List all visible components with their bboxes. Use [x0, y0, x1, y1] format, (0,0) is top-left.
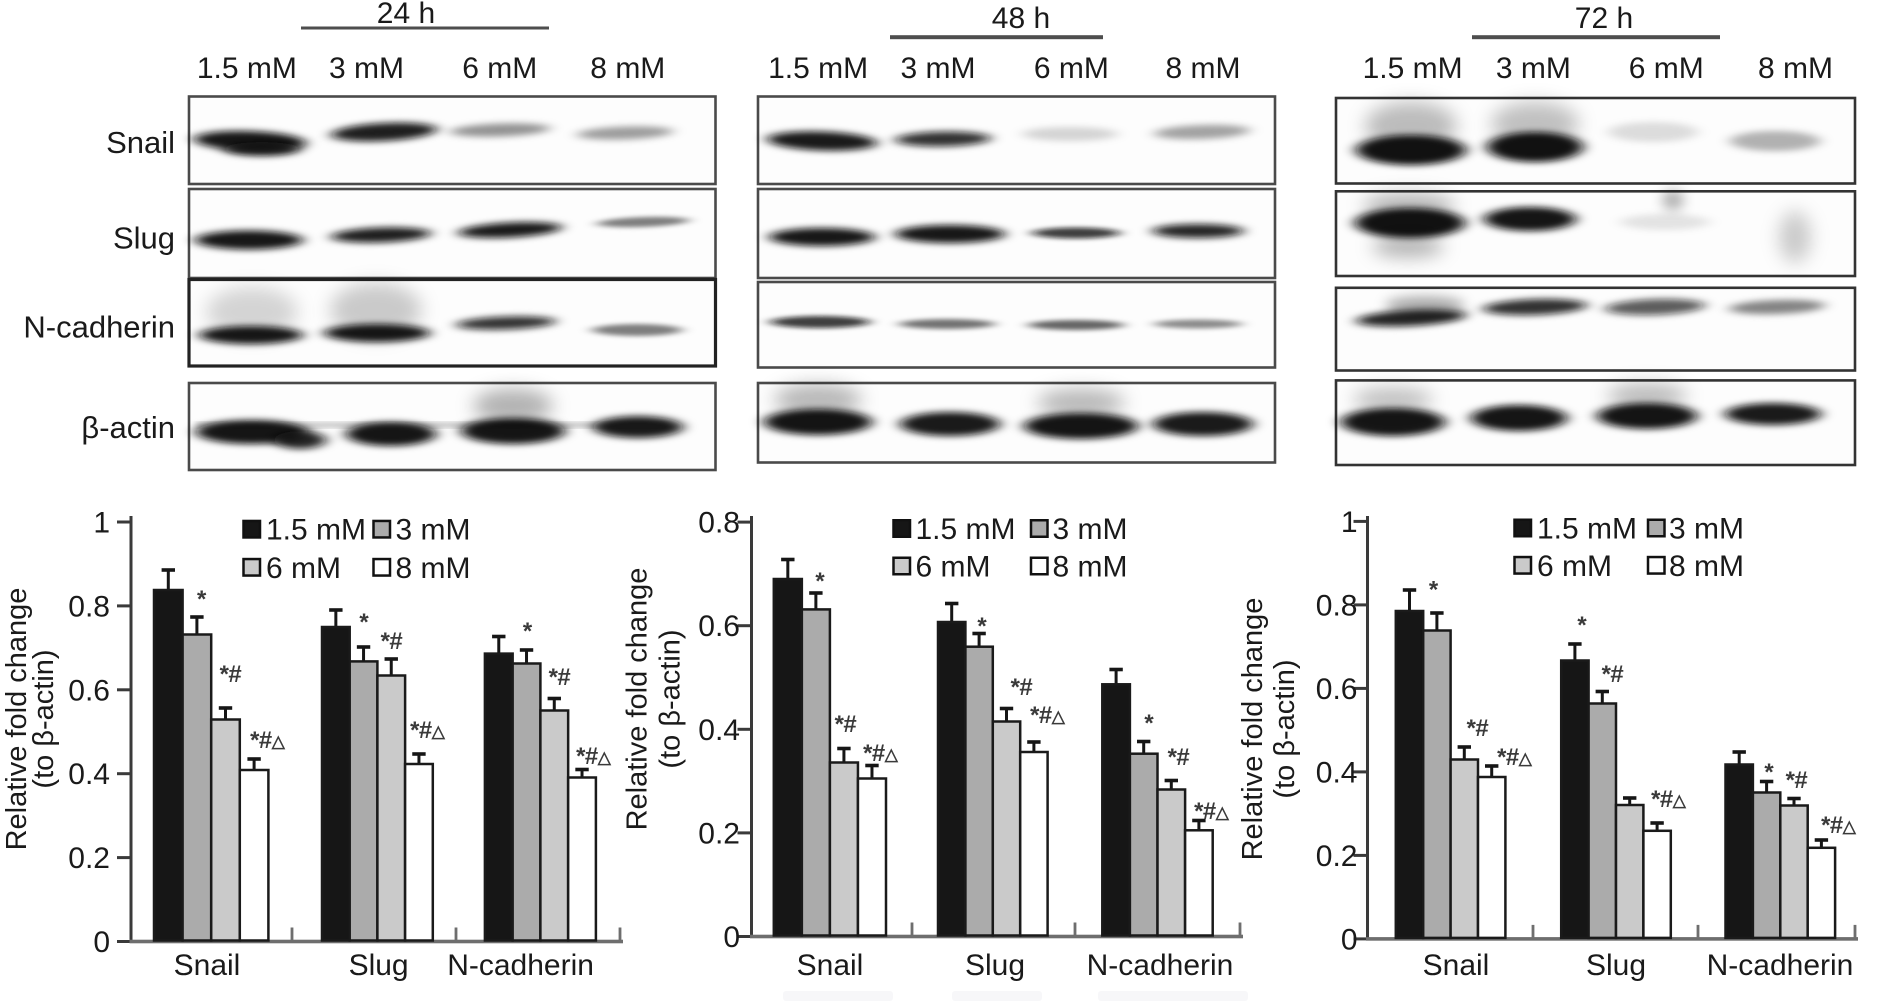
svg-text:8 mM: 8 mM	[1053, 551, 1128, 584]
svg-text:0.8: 0.8	[1316, 589, 1358, 622]
svg-text:*#: *#	[548, 664, 571, 691]
svg-text:0.6: 0.6	[698, 610, 740, 643]
svg-text:Snail: Snail	[106, 125, 175, 160]
svg-text:*: *	[1763, 759, 1774, 786]
svg-text:*: *	[1576, 612, 1587, 639]
svg-text:*#: *#	[1167, 744, 1190, 771]
svg-text:3 mM: 3 mM	[901, 52, 976, 85]
svg-text:(to β-actin): (to β-actin)	[655, 629, 687, 768]
svg-text:Slug: Slug	[349, 949, 409, 982]
svg-text:*: *	[522, 618, 533, 645]
svg-text:6 mM: 6 mM	[1629, 52, 1704, 85]
svg-text:*: *	[196, 586, 207, 613]
svg-text:8 mM: 8 mM	[1669, 550, 1744, 583]
svg-text:*#△: *#△	[249, 727, 286, 754]
svg-text:0.4: 0.4	[698, 714, 740, 747]
svg-text:1.5 mM: 1.5 mM	[1363, 52, 1463, 85]
svg-text:*#△: *#△	[1496, 744, 1533, 771]
svg-text:N-cadherin: N-cadherin	[23, 310, 175, 345]
svg-text:6 mM: 6 mM	[1537, 550, 1612, 583]
svg-text:1.5 mM: 1.5 mM	[266, 514, 366, 547]
svg-text:8 mM: 8 mM	[1166, 52, 1241, 85]
svg-text:8 mM: 8 mM	[590, 52, 665, 85]
svg-text:1.5 mM: 1.5 mM	[916, 513, 1016, 546]
svg-text:β-actin: β-actin	[81, 410, 175, 445]
svg-text:Snail: Snail	[797, 949, 864, 982]
svg-text:*: *	[1428, 577, 1439, 604]
svg-text:*#△: *#△	[862, 740, 899, 767]
svg-text:*#△: *#△	[1193, 798, 1230, 825]
svg-text:Snail: Snail	[174, 949, 241, 982]
svg-text:72 h: 72 h	[1575, 2, 1633, 35]
svg-text:8 mM: 8 mM	[396, 552, 471, 585]
svg-text:3 mM: 3 mM	[396, 514, 471, 547]
svg-text:*: *	[976, 613, 987, 640]
svg-text:N-cadherin: N-cadherin	[447, 949, 594, 982]
svg-text:Snail: Snail	[1423, 949, 1490, 982]
svg-text:N-cadherin: N-cadherin	[1087, 949, 1234, 982]
svg-text:1.5 mM: 1.5 mM	[768, 52, 868, 85]
svg-text:48 h: 48 h	[992, 2, 1050, 35]
svg-text:(to β-actin): (to β-actin)	[1269, 659, 1301, 798]
svg-text:1: 1	[1341, 506, 1358, 539]
svg-text:0.6: 0.6	[68, 674, 110, 707]
svg-text:*#: *#	[1010, 674, 1033, 701]
svg-text:*#: *#	[834, 711, 857, 738]
svg-text:*#: *#	[1785, 767, 1808, 794]
svg-text:24 h: 24 h	[377, 0, 435, 30]
svg-text:*#△: *#△	[409, 717, 446, 744]
svg-text:Slug: Slug	[113, 221, 175, 256]
svg-text:6 mM: 6 mM	[916, 551, 991, 584]
svg-text:3 mM: 3 mM	[1053, 513, 1128, 546]
svg-text:*#: *#	[219, 661, 242, 688]
svg-text:0: 0	[723, 921, 740, 954]
svg-text:1: 1	[93, 507, 110, 540]
svg-text:6 mM: 6 mM	[266, 552, 341, 585]
svg-text:Relative fold change: Relative fold change	[1237, 598, 1269, 861]
svg-text:*#△: *#△	[1029, 702, 1066, 729]
svg-text:Slug: Slug	[1586, 949, 1646, 982]
svg-text:6 mM: 6 mM	[462, 52, 537, 85]
svg-text:0.2: 0.2	[698, 817, 740, 850]
svg-text:Relative fold change: Relative fold change	[1, 588, 33, 851]
svg-text:3 mM: 3 mM	[1496, 52, 1571, 85]
svg-text:0: 0	[93, 926, 110, 959]
svg-text:Relative fold change: Relative fold change	[622, 568, 654, 831]
svg-text:0: 0	[1341, 923, 1358, 956]
svg-text:*: *	[358, 609, 369, 636]
svg-text:*#: *#	[1466, 715, 1489, 742]
svg-text:6 mM: 6 mM	[1034, 52, 1109, 85]
svg-text:*#△: *#△	[1650, 786, 1687, 813]
svg-text:1.5 mM: 1.5 mM	[197, 52, 297, 85]
svg-text:0.6: 0.6	[1316, 673, 1358, 706]
svg-text:3 mM: 3 mM	[1669, 513, 1744, 546]
svg-text:*#: *#	[380, 628, 403, 655]
svg-text:*#△: *#△	[1820, 812, 1857, 839]
svg-text:0.2: 0.2	[68, 842, 110, 875]
svg-text:0.4: 0.4	[68, 758, 110, 791]
svg-text:0.8: 0.8	[68, 590, 110, 623]
svg-text:0.2: 0.2	[1316, 840, 1358, 873]
svg-text:1.5 mM: 1.5 mM	[1537, 513, 1637, 546]
svg-text:*: *	[814, 568, 825, 595]
svg-text:0.8: 0.8	[698, 507, 740, 540]
svg-text:*: *	[1143, 710, 1154, 737]
svg-text:3 mM: 3 mM	[329, 52, 404, 85]
svg-text:*#: *#	[1601, 661, 1624, 688]
svg-text:*#△: *#△	[575, 743, 612, 770]
svg-text:(to β-actin): (to β-actin)	[28, 649, 60, 788]
svg-text:Slug: Slug	[965, 949, 1025, 982]
svg-text:N-cadherin: N-cadherin	[1707, 949, 1854, 982]
svg-text:8 mM: 8 mM	[1758, 52, 1833, 85]
svg-text:0.4: 0.4	[1316, 756, 1358, 789]
